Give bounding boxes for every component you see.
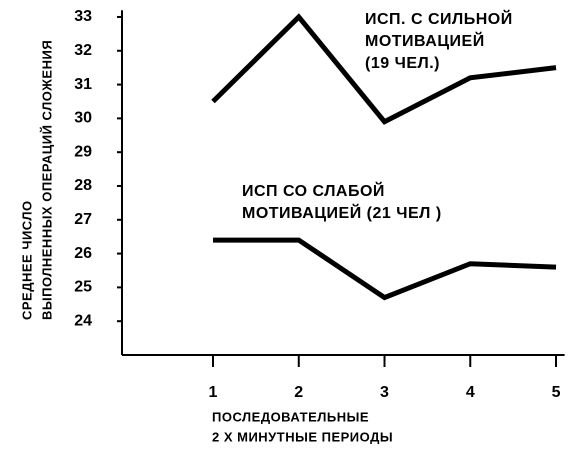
x-tick-label: 2 [294, 384, 303, 401]
y-tick-label: 24 [74, 312, 92, 329]
y-tick-label: 28 [74, 177, 92, 194]
y-tick-label: 31 [74, 76, 92, 93]
x-tick-label: 1 [209, 384, 218, 401]
y-tick-label: 29 [74, 143, 92, 160]
series-label: МОТИВАЦИЕЙ [365, 31, 485, 50]
series-label: ИСП СО СЛАБОЙ [242, 181, 385, 200]
x-axis-label: 2 Х МИНУТНЫЕ ПЕРИОДЫ [212, 429, 393, 444]
y-tick-label: 27 [74, 211, 92, 228]
x-tick-label: 3 [380, 384, 389, 401]
y-tick-label: 32 [74, 42, 92, 59]
y-axis-label-line: ВЫПОЛНЕННЫХ ОПЕРАЦИЙ СЛОЖЕНИЯ [39, 40, 54, 320]
y-axis-label-line: СРЕДНЕЕ ЧИСЛО [19, 200, 34, 320]
series-label: ИСП. С СИЛЬНОЙ [365, 9, 513, 28]
y-tick-label: 30 [74, 110, 92, 127]
series-line [213, 237, 557, 301]
y-tick-label: 26 [74, 245, 92, 262]
series-line [211, 13, 557, 125]
series-label: (19 ЧЕЛ.) [365, 55, 440, 72]
y-axis-label: СРЕДНЕЕ ЧИСЛО ВЫПОЛНЕННЫХ ОПЕРАЦИЙ СЛОЖЕН… [19, 40, 54, 320]
y-tick-label: 33 [74, 8, 92, 25]
x-tick-label: 5 [552, 384, 561, 401]
series-label: МОТИВАЦИЕЙ (21 ЧЕЛ ) [242, 203, 442, 222]
y-tick-label: 25 [74, 279, 92, 296]
x-tick-label: 4 [466, 384, 475, 401]
x-axis-label: ПОСЛЕДОВАТЕЛЬНЫЕ [212, 409, 369, 424]
